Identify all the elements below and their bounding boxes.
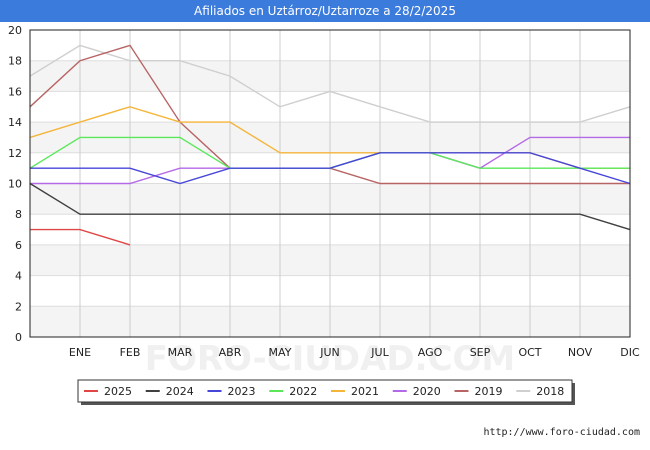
y-tick-label: 10 xyxy=(8,178,22,191)
series-line-2023 xyxy=(30,152,631,185)
chart-title: Afiliados en Uztárroz/Uztarroze a 28/2/2… xyxy=(0,0,650,22)
series-line-2018 xyxy=(29,44,631,123)
legend-label-2023: 2023 xyxy=(228,385,256,398)
legend: 2025 2024 2023 2022 2021 2020 2019 2018 xyxy=(77,379,575,405)
x-tick-label: ENE xyxy=(69,346,91,359)
x-tick-label: DIC xyxy=(620,346,640,359)
y-tick-label: 4 xyxy=(15,270,22,283)
x-tick-label: JUN xyxy=(319,346,340,359)
y-tick-label: 2 xyxy=(15,300,22,313)
x-tick-label: AGO xyxy=(418,346,443,359)
series-lines xyxy=(29,44,631,246)
series-line-2024 xyxy=(29,182,631,231)
legend-label-2019: 2019 xyxy=(475,385,503,398)
x-tick-label: NOV xyxy=(568,346,593,359)
x-tick-labels: ENE FEB MAR ABR MAY JUN JUL AGO SEP OCT NOV DIC xyxy=(69,346,640,359)
y-tick-label: 20 xyxy=(8,24,22,37)
x-tick-label: SEP xyxy=(470,346,491,359)
series-line-2025 xyxy=(30,228,131,246)
y-tick-label: 12 xyxy=(8,147,22,160)
legend-label-2020: 2020 xyxy=(413,385,441,398)
legend-label-2025: 2025 xyxy=(104,385,132,398)
y-tick-label: 18 xyxy=(8,55,22,68)
x-tick-label: OCT xyxy=(518,346,541,359)
plot-frame xyxy=(29,29,631,338)
y-tick-label: 8 xyxy=(15,208,22,221)
legend-label-2024: 2024 xyxy=(166,385,194,398)
legend-label-2018: 2018 xyxy=(536,385,564,398)
x-tick-label: MAR xyxy=(168,346,193,359)
legend-box xyxy=(77,379,573,403)
source-url[interactable]: http://www.foro-ciudad.com xyxy=(483,427,640,438)
x-tick-label: ABR xyxy=(219,346,242,359)
y-tick-label: 0 xyxy=(15,331,22,344)
x-tick-label: JUL xyxy=(370,346,389,359)
watermark: FORO-CIUDAD.COM xyxy=(145,339,516,379)
x-tick-label: FEB xyxy=(120,346,141,359)
legend-label-2021: 2021 xyxy=(351,385,379,398)
legend-label-2022: 2022 xyxy=(289,385,317,398)
y-tick-label: 6 xyxy=(15,239,22,252)
x-tick-label: MAY xyxy=(269,346,292,359)
y-tick-labels: 0 2 4 6 8 10 12 14 16 18 20 xyxy=(8,24,22,344)
y-tick-label: 16 xyxy=(8,85,22,98)
y-tick-label: 14 xyxy=(8,116,22,129)
